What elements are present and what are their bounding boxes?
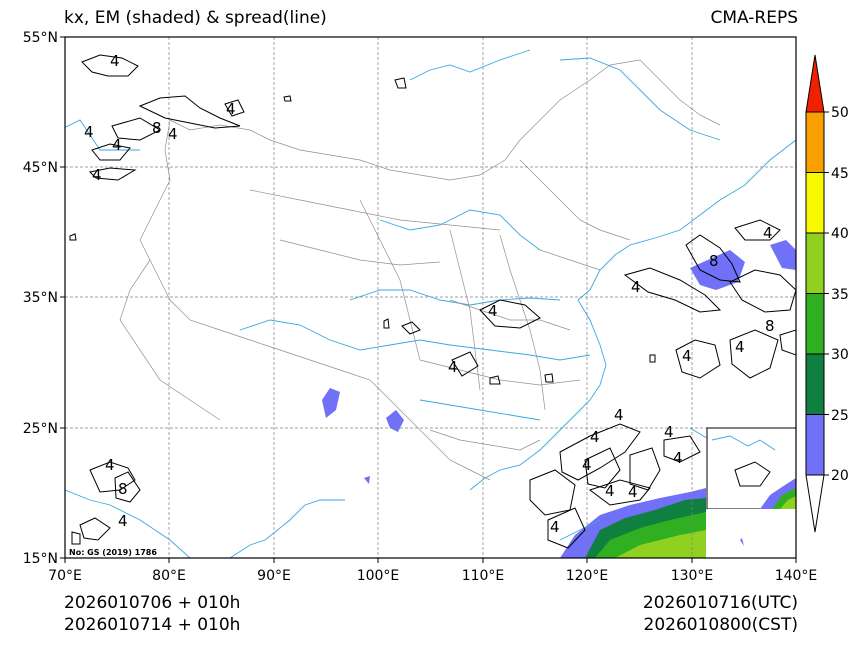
lon-ticks	[64, 558, 797, 563]
contour-label: 4	[118, 512, 128, 530]
contour-label: 8	[152, 119, 162, 137]
lat-labels: 55°N 45°N 35°N 25°N 15°N	[23, 30, 58, 567]
lat-label: 55°N	[23, 30, 58, 46]
colorbar-tick: 30	[831, 347, 849, 363]
contour-label: 4	[582, 456, 592, 474]
contour-label: 4	[628, 483, 638, 501]
footer-utc-valid: 2026010716(UTC)	[642, 593, 798, 613]
colorbar-segment-under	[806, 475, 824, 532]
lon-label: 100°E	[357, 568, 400, 584]
contour-label: 4	[664, 423, 674, 441]
colorbar-tick: 20	[831, 468, 849, 484]
map-title: kx, EM (shaded) & spread(line)	[64, 8, 327, 28]
footer-init-times: 2026010706 + 010h 2026010714 + 010h	[64, 592, 240, 636]
contour-label: 4	[590, 428, 600, 446]
map-background	[65, 37, 796, 558]
contour-label: 4	[110, 52, 120, 70]
colorbar-tick: 40	[831, 226, 849, 242]
colorbar-segment-35	[806, 233, 824, 294]
colorbar-tick: 50	[831, 105, 849, 121]
colorbar-tick: 25	[831, 408, 849, 424]
colorbar-segment-50-extend	[806, 55, 824, 112]
contour-label: 4	[631, 278, 641, 296]
lon-label: 90°E	[257, 568, 291, 584]
colorbar-ticks: 20 25 30 35 40 45 50	[831, 105, 849, 484]
footer-utc-init: 2026010706 + 010h	[64, 593, 241, 613]
map-figure: 4 4 8 4 4 4 4 4 4 8 4 4 8 4 4 8 4 4 4 4 …	[23, 30, 849, 584]
contour-label: 4	[735, 338, 745, 356]
colorbar-tick: 35	[831, 287, 849, 303]
model-name: CMA-REPS	[710, 8, 798, 28]
lon-label: 130°E	[671, 568, 714, 584]
colorbar: 20 25 30 35 40 45 50	[805, 54, 849, 533]
contour-label: 4	[226, 100, 236, 118]
contour-label: 4	[112, 136, 122, 154]
contour-label: 4	[105, 456, 115, 474]
lon-label: 120°E	[566, 568, 609, 584]
lon-label: 70°E	[48, 568, 82, 584]
colorbar-segment-30	[806, 293, 824, 354]
contour-label: 4	[92, 166, 102, 184]
lat-label: 35°N	[23, 290, 58, 306]
contour-label: 8	[709, 252, 719, 270]
footer-cst-valid: 2026010800(CST)	[643, 615, 798, 635]
contour-label: 4	[448, 358, 458, 376]
contour-label: 4	[84, 123, 94, 141]
colorbar-segment-45	[806, 112, 824, 173]
colorbar-segment-20	[806, 414, 824, 475]
spread-contours	[69, 54, 796, 549]
contour-label: 4	[682, 347, 692, 365]
colorbar-segment-40	[806, 172, 824, 233]
shaded-field	[322, 240, 796, 558]
lat-label: 15°N	[23, 551, 58, 567]
contour-label: 8	[765, 317, 775, 335]
contour-label: 8	[118, 480, 128, 498]
contour-label: 4	[614, 406, 624, 424]
review-number: No: GS (2019) 1786	[69, 548, 157, 557]
contour-label: 4	[763, 224, 773, 242]
colorbar-tick: 45	[831, 166, 849, 182]
colorbar-segment-25	[806, 354, 824, 415]
lat-ticks	[60, 36, 65, 559]
lat-label: 45°N	[23, 160, 58, 176]
contour-label: 4	[605, 482, 615, 500]
lon-label: 80°E	[152, 568, 186, 584]
coastlines-rivers	[65, 49, 796, 558]
lon-label: 140°E	[775, 568, 818, 584]
contour-label: 4	[488, 302, 498, 320]
contour-label: 4	[550, 518, 560, 536]
admin-borders	[119, 59, 721, 481]
contour-labels: 4 4 8 4 4 4 4 4 4 8 4 4 8 4 4 8 4 4 4 4 …	[84, 52, 775, 536]
lat-label: 25°N	[23, 421, 58, 437]
contour-label: 4	[168, 125, 178, 143]
footer-cst-init: 2026010714 + 010h	[64, 615, 241, 635]
inset-bottom-area	[707, 509, 796, 558]
lon-labels: 70°E 80°E 90°E 100°E 110°E 120°E 130°E 1…	[48, 568, 817, 584]
south-china-sea-inset	[706, 427, 796, 510]
footer-valid-times: 2026010716(UTC) 2026010800(CST)	[643, 592, 798, 636]
lon-label: 110°E	[462, 568, 505, 584]
contour-label: 4	[673, 449, 683, 467]
